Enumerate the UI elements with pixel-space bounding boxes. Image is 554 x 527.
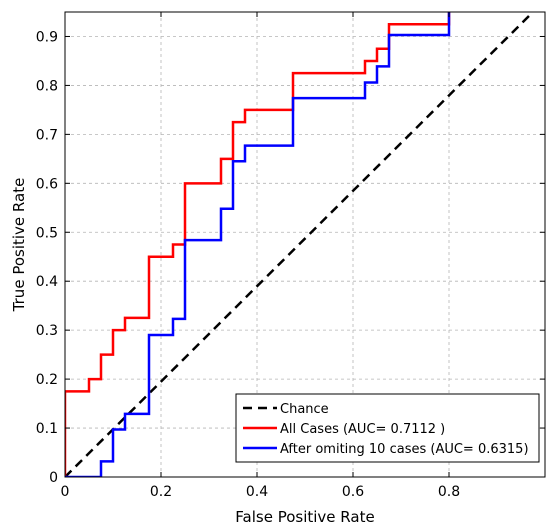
x-tick-label: 0.8 [438, 484, 460, 500]
y-tick-label: 0.3 [36, 323, 58, 339]
y-tick-label: 0.9 [36, 29, 58, 45]
x-tick-label: 0.4 [246, 484, 268, 500]
y-tick-label: 0 [49, 470, 58, 486]
legend: Chance All Cases (AUC= 0.7112 ) After omit… [235, 393, 540, 463]
series-line-1 [65, 12, 451, 477]
x-tick-label: 0.2 [150, 484, 172, 500]
y-tick-label: 0.5 [36, 225, 58, 241]
y-tick-label: 0.1 [36, 421, 58, 437]
x-axis-label: False Positive Rate [235, 508, 374, 526]
legend-entry-2: After omiting 10 cases (AUC= 0.6315) [280, 442, 529, 457]
x-tick-label: 0 [61, 484, 70, 500]
legend-entry-0: Chance [280, 402, 329, 417]
legend-box [235, 393, 540, 463]
y-axis-label: True Positive Rate [10, 178, 28, 313]
x-tick-label: 0.6 [342, 484, 364, 500]
axis-ticks: 0 0.2 0.4 0.6 0.8 0 0.1 0.2 0.3 0.4 0.5 0.6 0.7 0.8 0.… [36, 12, 545, 500]
y-tick-label: 0.6 [36, 176, 58, 192]
series-line-0 [65, 12, 534, 477]
series-line-2 [65, 12, 451, 477]
y-tick-label: 0.2 [36, 372, 58, 388]
y-tick-label: 0.8 [36, 78, 58, 94]
series-layer [65, 12, 534, 477]
y-tick-label: 0.4 [36, 274, 58, 290]
plot-frame [64, 11, 546, 478]
y-tick-label: 0.7 [36, 127, 58, 143]
legend-entry-1: All Cases (AUC= 0.7112 ) [280, 422, 445, 437]
